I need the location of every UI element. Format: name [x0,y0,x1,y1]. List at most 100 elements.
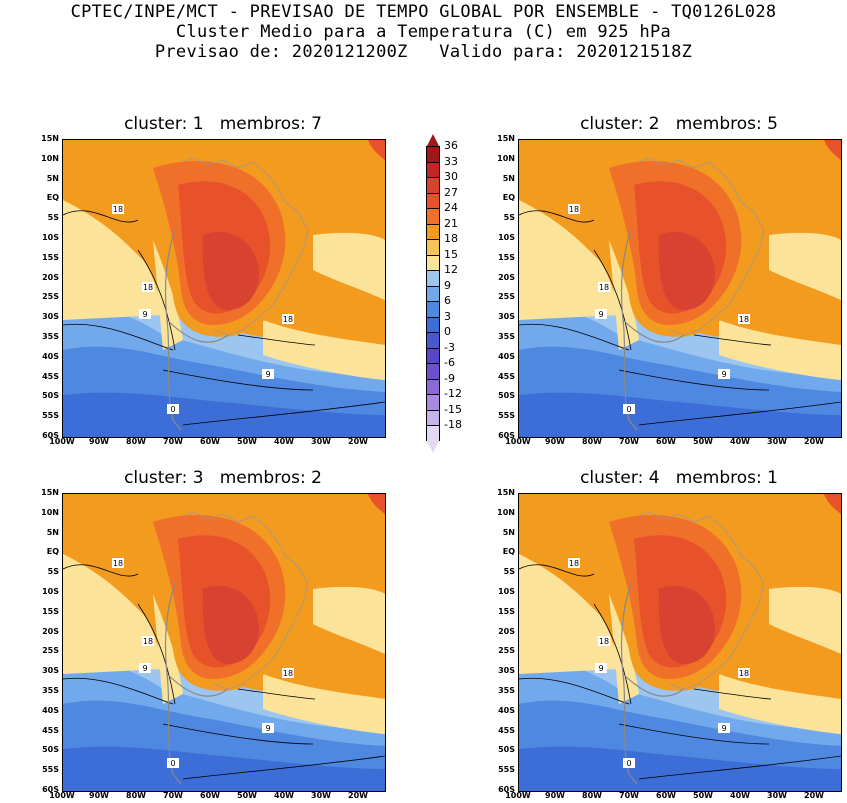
lon-tick-label: 70W [163,791,183,800]
lat-tick-label: 10N [497,507,515,517]
lat-tick-label: 40S [498,705,515,715]
lat-tick-label: 50S [498,391,515,401]
contour-label-text: 18 [283,669,293,678]
temperature-map: 18 18 18 9 9 0 [62,139,386,438]
colorbar-level-label: -15 [444,402,462,416]
lat-tick-label: 5N [502,527,515,537]
contour-label-text: 18 [143,637,153,646]
colorbar-swatch [426,363,440,379]
colorbar-level-label: 9 [444,278,451,292]
colorbar-swatch [426,425,440,441]
contour-label-text: 0 [170,405,175,414]
lat-tick-label: 45S [42,725,59,735]
borders [638,157,765,336]
contour-line [162,369,314,391]
colorbar-level-label: 0 [444,325,451,338]
contour-line [519,677,630,705]
contour-label: 18 [282,668,294,678]
colorbar-level-label: -12 [444,387,462,400]
contour-line [519,323,630,351]
contour-label: 0 [623,758,635,768]
colorbar-level-label: 6 [444,294,451,307]
borders [638,511,765,690]
lat-tick-label: 55S [42,411,59,421]
lat-tick-label: 50S [498,745,515,755]
lat-tick-label: 35S [42,332,59,341]
colorbar-level-label: 30 [444,170,458,183]
lat-tick-label: 25S [42,292,59,302]
header-dates: Previsao de: 2020121200Z Valido para: 20… [154,42,693,62]
colorbar-level-label: 24 [444,201,458,214]
contour-line [137,603,176,705]
contour-line [182,401,385,426]
colorbar-level-label: -3 [444,340,455,354]
contour-label: 18 [598,636,610,646]
coastline [165,229,229,431]
lat-tick-label: 60S [498,431,515,440]
contour-label-text: 18 [739,669,749,678]
contour-label-text: 0 [170,759,175,768]
lat-tick-label: 40S [498,351,515,361]
contour-label-text: 18 [569,559,579,568]
contour-line [519,210,595,223]
lat-tick-label: 15N [41,134,59,143]
colorbar-level-label: 21 [444,216,458,230]
lat-tick-label: 5N [46,527,59,537]
colorbar-swatch [426,239,440,255]
temperature-band [313,586,385,654]
lon-tick-label: 90W [89,791,109,800]
contour-label-text: 9 [721,370,726,379]
colorbar-level-label: 15 [444,247,458,261]
lon-tick-label: 50W [693,437,713,446]
lon-tick-label: 90W [545,437,565,446]
lon-tick-label: 80W [126,437,146,446]
temperature-band [519,746,841,791]
lat-tick-label: 15S [498,606,515,616]
contour-label-text: 0 [626,405,631,414]
lon-tick-label: 30W [767,791,787,800]
temperature-band [519,200,619,320]
contour-label-text: 18 [599,637,609,646]
contour-label: 18 [142,282,154,292]
contour-line [63,323,174,351]
contour-label: 18 [738,668,750,678]
lat-tick-label: 45S [498,371,515,381]
lat-tick-label: 40S [42,351,59,361]
contour-label: 18 [568,558,580,568]
contour-label-text: 9 [721,724,726,733]
colorbar-level-label: 27 [444,185,458,199]
lon-tick-label: 100W [49,791,75,800]
colorbar-level-label: -9 [444,371,455,385]
contour-label: 9 [718,369,730,379]
lat-tick-label: 60S [42,785,59,794]
temperature-map: 18 18 18 9 9 0 [62,493,386,792]
colorbar-swatch [426,270,440,286]
temperature-band [519,554,619,674]
temperature-band [658,585,715,664]
temperature-band [368,140,385,160]
lon-tick-label: 70W [163,437,183,446]
contour-label-text: 0 [626,759,631,768]
contour-label: 9 [262,723,274,733]
panel-title: cluster: 2 membros: 5 [580,114,778,134]
lon-tick-label: 80W [582,791,602,800]
contour-label: 0 [167,404,179,414]
contour-label-text: 9 [265,370,270,379]
lat-tick-label: 15N [497,134,515,143]
contour-line [638,755,841,780]
lon-tick-label: 30W [311,791,331,800]
contour-label: 9 [595,309,607,319]
coastline [165,583,229,785]
colorbar-level-label: 3 [444,309,451,323]
colorbar-swatch [426,301,440,317]
colorbar-swatch [426,409,440,425]
lat-tick-label: 45S [498,725,515,735]
contour-line [162,723,314,745]
contour-line [618,369,770,391]
contour-line [63,564,139,577]
contour-line [638,401,841,426]
temperature-band [63,746,385,791]
lon-tick-label: 80W [126,791,146,800]
lon-tick-label: 90W [545,791,565,800]
temperature-band [263,674,385,734]
